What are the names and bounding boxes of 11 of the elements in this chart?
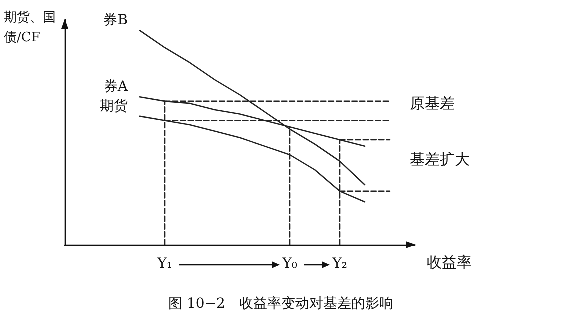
x-axis-title: 收益率 [427, 254, 472, 272]
x-tick-label: Y₀ [282, 256, 298, 272]
x-tick-label: Y₁ [156, 256, 172, 272]
series-label: 券B [104, 12, 128, 29]
series-label: 期货 [100, 98, 128, 114]
annotation: 原基差 [410, 94, 455, 112]
annotation: 基差扩大 [410, 150, 470, 168]
x-tick-label: Y₂ [332, 256, 348, 272]
y-axis-title: 期货、国债/CF [4, 10, 56, 46]
series-label: 券A [104, 79, 129, 96]
text: 图 10−2 收益率变动对基差的影响 [168, 296, 394, 312]
